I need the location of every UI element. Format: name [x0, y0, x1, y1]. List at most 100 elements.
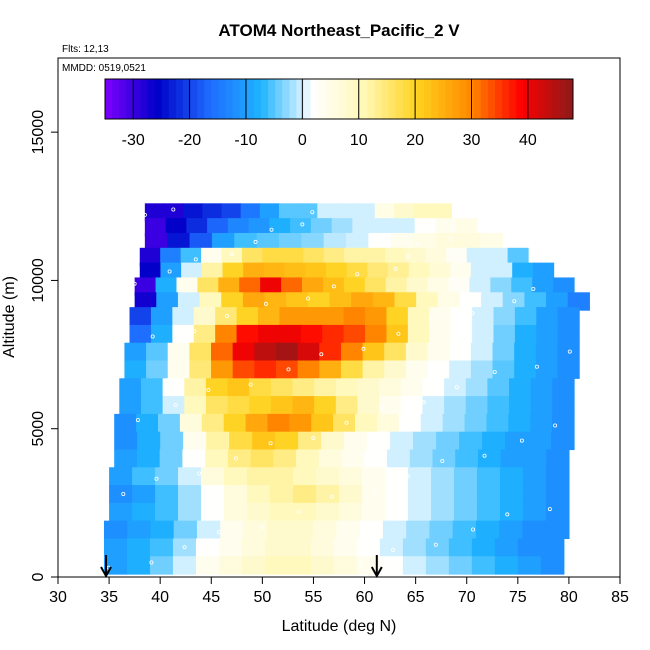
heatmap-cell — [172, 556, 197, 575]
heatmap-cell — [126, 538, 151, 557]
heatmap-cell — [557, 324, 580, 344]
heatmap-cell — [553, 277, 575, 296]
heatmap-cell — [221, 247, 243, 267]
heatmap-cell — [236, 324, 259, 344]
heatmap-cell — [536, 307, 559, 326]
heatmap-cell — [150, 324, 173, 344]
sample-point — [269, 227, 274, 232]
heatmap-cell — [494, 538, 519, 557]
heatmap-cell — [201, 485, 225, 504]
colorbar-swatch — [175, 79, 184, 119]
heatmap-cell — [514, 324, 537, 344]
colorbar-swatch — [268, 79, 276, 119]
colorbar-swatch — [119, 79, 127, 119]
heatmap-cell — [470, 262, 493, 282]
heatmap-cell — [302, 277, 324, 296]
heatmap-cell — [465, 378, 488, 397]
sample-point — [173, 402, 178, 407]
x-tick-label: 75 — [509, 589, 527, 606]
sample-point — [253, 239, 258, 244]
sample-point — [263, 301, 268, 306]
sample-point — [192, 329, 197, 334]
heatmap-cell — [186, 218, 208, 237]
heatmap-cell — [286, 292, 309, 311]
heatmap-cell — [144, 218, 167, 237]
heatmap-cell — [290, 218, 312, 237]
heatmap-cell — [149, 538, 174, 557]
x-tick-label: 70 — [458, 589, 476, 606]
sample-point — [171, 207, 176, 212]
heatmap-cell — [499, 467, 524, 486]
heatmap-cell — [535, 360, 559, 379]
heatmap-cell — [530, 396, 553, 415]
colorbar-swatch — [374, 79, 383, 119]
heatmap-cell — [336, 203, 357, 222]
heatmap-cell — [281, 277, 303, 296]
colorbar-swatch — [551, 79, 560, 119]
heatmap-cell — [471, 538, 496, 557]
x-axis: 30 35 40 45 50 55 60 65 70 75 80 85 — [49, 577, 629, 606]
heatmap-cell — [476, 502, 501, 522]
heatmap-cell — [407, 485, 432, 504]
heatmap-cell — [201, 413, 225, 433]
colorbar-tick-label: -10 — [234, 132, 257, 149]
colorbar-swatch — [388, 79, 397, 119]
colorbar-swatch — [360, 79, 368, 119]
colorbar-swatch — [537, 79, 546, 119]
heatmap-cell — [492, 360, 515, 379]
heatmap-cell — [546, 449, 570, 468]
heatmap-cell — [364, 449, 388, 468]
sample-point — [450, 224, 455, 229]
colorbar-swatch — [303, 79, 312, 119]
heatmap-cell — [552, 396, 575, 415]
heatmap-cell — [215, 324, 238, 344]
sample-point — [361, 346, 366, 351]
heatmap-cell — [384, 467, 409, 486]
heatmap-cell — [241, 247, 263, 267]
heatmap-cell — [502, 292, 525, 311]
heatmap-cell — [136, 413, 159, 433]
sample-point — [433, 542, 438, 547]
heatmap-cell — [355, 203, 376, 222]
heatmap-cell — [180, 247, 202, 267]
heatmap-cell — [181, 262, 203, 282]
heatmap-cell — [398, 413, 422, 433]
heatmap-cell — [134, 277, 157, 296]
sample-point — [344, 420, 349, 425]
heatmap-cell — [535, 342, 559, 362]
heatmap-cell — [346, 232, 369, 252]
heatmap-cell — [202, 203, 223, 222]
heatmap-cell — [282, 247, 304, 267]
heatmap-cell — [427, 342, 450, 362]
heatmap-cell — [427, 360, 450, 379]
heatmap-cell — [215, 307, 238, 326]
heatmap-cell — [114, 413, 137, 433]
heatmap-cell — [270, 396, 294, 415]
heatmap-cell — [257, 307, 280, 326]
heatmap-cell — [425, 247, 447, 267]
heatmap-cell — [393, 218, 416, 237]
heatmap-cell — [140, 378, 164, 397]
heatmap-cell — [263, 262, 286, 282]
colorbar — [104, 78, 574, 120]
heatmap-cell — [189, 232, 213, 252]
heatmap-cell — [487, 247, 509, 267]
sample-point — [393, 266, 398, 271]
heatmap-cell — [530, 413, 553, 433]
heatmap-cell — [517, 556, 542, 575]
heatmap-cell — [459, 431, 483, 451]
colorbar-swatch — [452, 79, 461, 119]
heatmap-cell — [379, 556, 404, 575]
heatmap-cell — [160, 431, 184, 451]
colorbar-swatch — [438, 79, 446, 119]
colorbar-swatch — [558, 79, 567, 119]
heatmap-cell — [322, 307, 345, 326]
heatmap-cell — [189, 360, 212, 379]
heatmap-cell — [293, 485, 317, 504]
heatmap-cell — [364, 247, 386, 267]
heatmap-cell — [530, 378, 553, 397]
heatmap-cell — [379, 396, 402, 415]
heatmap-cell — [182, 449, 206, 468]
sample-point — [121, 491, 126, 496]
heatmap-cell — [400, 396, 424, 415]
